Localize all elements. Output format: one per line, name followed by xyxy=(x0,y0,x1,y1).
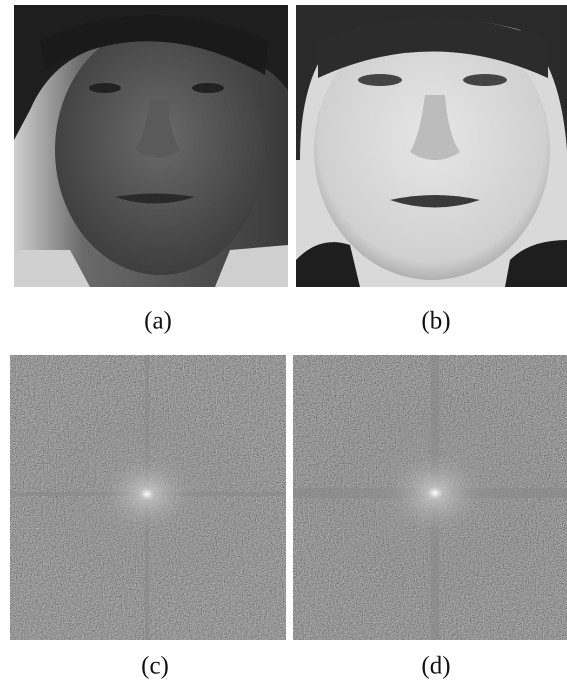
image-d xyxy=(293,355,567,640)
image-a xyxy=(14,5,288,287)
image-c xyxy=(10,355,286,640)
panel-label: (a) xyxy=(144,308,172,335)
figure: (a) (b) (c) (d) xyxy=(0,0,567,693)
page: (a) (b) (c) (d) (() => { const data = JS… xyxy=(0,0,567,693)
panel-label: (b) xyxy=(421,308,450,335)
panel-label: (d) xyxy=(421,653,450,680)
image-b xyxy=(296,5,567,287)
panel-label: (c) xyxy=(141,653,169,680)
